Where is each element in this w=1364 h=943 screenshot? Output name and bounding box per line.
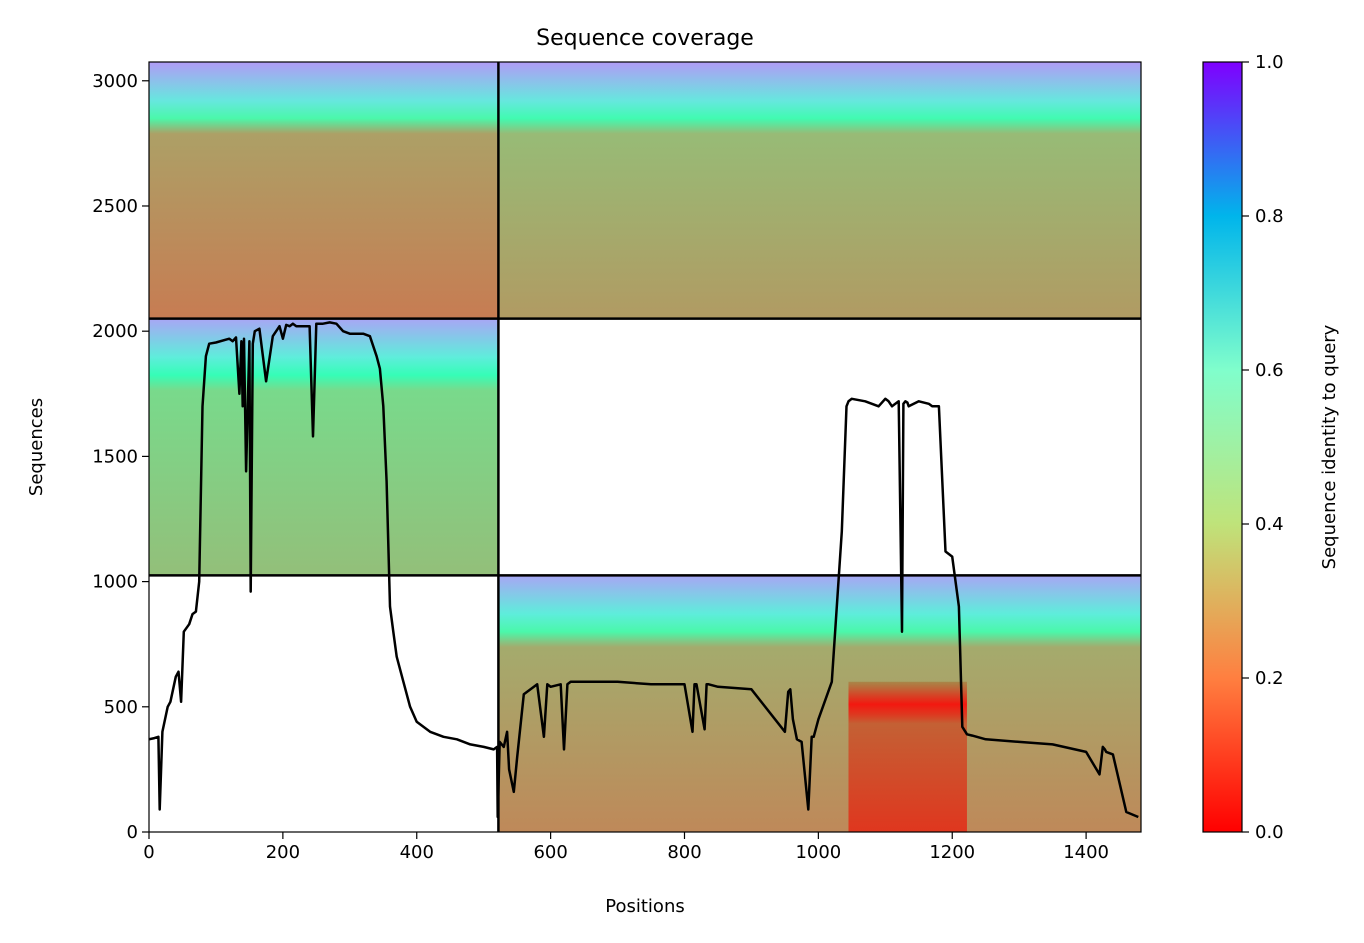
x-tick-label: 600 [533,842,567,863]
y-tick-label: 0 [127,822,138,843]
x-tick-label: 200 [266,842,300,863]
y-tick-label: 1500 [92,446,138,467]
y-tick-label: 2500 [92,196,138,217]
y-axis-label: Sequences [26,398,47,496]
x-tick-label: 1200 [929,842,975,863]
x-axis-label: Positions [605,896,684,917]
y-tick-label: 3000 [92,71,138,92]
colorbar-tick-label: 0.8 [1255,206,1284,227]
colorbar-tick-label: 0.0 [1255,822,1284,843]
x-tick-label: 0 [143,842,154,863]
colorbar-tick-label: 0.2 [1255,668,1284,689]
colorbar-tick-label: 0.4 [1255,514,1284,535]
y-tick-label: 1000 [92,572,138,593]
colorbar-tick-label: 0.6 [1255,360,1284,381]
colorbar-gradient [1202,61,1243,833]
coverage-block-0 [149,62,499,319]
y-tick-label: 500 [104,697,138,718]
y-tick-label: 2000 [92,321,138,342]
coverage-block-3 [498,575,1141,832]
x-tick-label: 400 [400,842,434,863]
coverage-line [149,321,1139,819]
x-tick-label: 1000 [795,842,841,863]
coverage-block-4 [848,681,967,832]
x-tick-label: 1400 [1063,842,1109,863]
chart-title: Sequence coverage [536,26,754,51]
x-tick-label: 800 [667,842,701,863]
colorbar-tick-label: 1.0 [1255,52,1284,73]
plot-frame [148,61,1142,833]
coverage-block-2 [149,318,499,576]
colorbar-label: Sequence identity to query [1319,324,1340,569]
coverage-block-1 [498,62,1141,319]
